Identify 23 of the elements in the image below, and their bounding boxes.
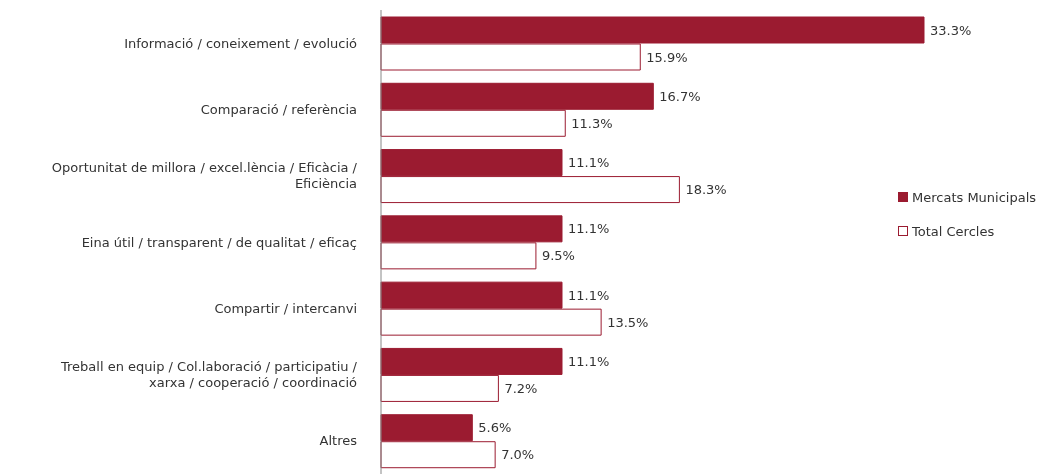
data-label: 16.7% — [659, 88, 701, 104]
y-tick-label: Treball en equip / Col.laboració / participatiu / xarxa / cooperació / coordinació — [60, 359, 358, 391]
data-label: 7.2% — [504, 381, 538, 397]
y-tick-label: Compartir / intercanvi — [214, 300, 357, 316]
data-label: 5.6% — [478, 420, 512, 436]
legend-label: Total Cercles — [912, 223, 995, 239]
data-label: 11.1% — [568, 354, 610, 370]
y-tick-label: Comparació / referència — [200, 101, 357, 117]
data-label: 11.1% — [568, 221, 610, 237]
y-tick-label: Altres — [319, 433, 358, 449]
data-label: 33.3% — [930, 22, 972, 38]
y-tick-label: Informació / coneixement / evolució — [124, 35, 358, 51]
data-label: 7.0% — [501, 447, 535, 463]
data-label: 9.5% — [541, 248, 575, 264]
data-label: 13.5% — [607, 314, 649, 330]
data-label: 15.9% — [646, 49, 688, 65]
legend-label: Mercats Municipals — [912, 189, 1037, 205]
data-label: 11.3% — [571, 115, 613, 131]
y-tick-label: Eina útil / transparent / de qualitat / eficaç — [81, 234, 357, 250]
data-label: 18.3% — [685, 182, 727, 198]
y-tick-label: Oportunitat de millora / excel.lència / Eficàcia / Eficiència — [51, 160, 358, 192]
data-label: 11.1% — [568, 287, 610, 303]
data-label: 11.1% — [568, 155, 610, 171]
